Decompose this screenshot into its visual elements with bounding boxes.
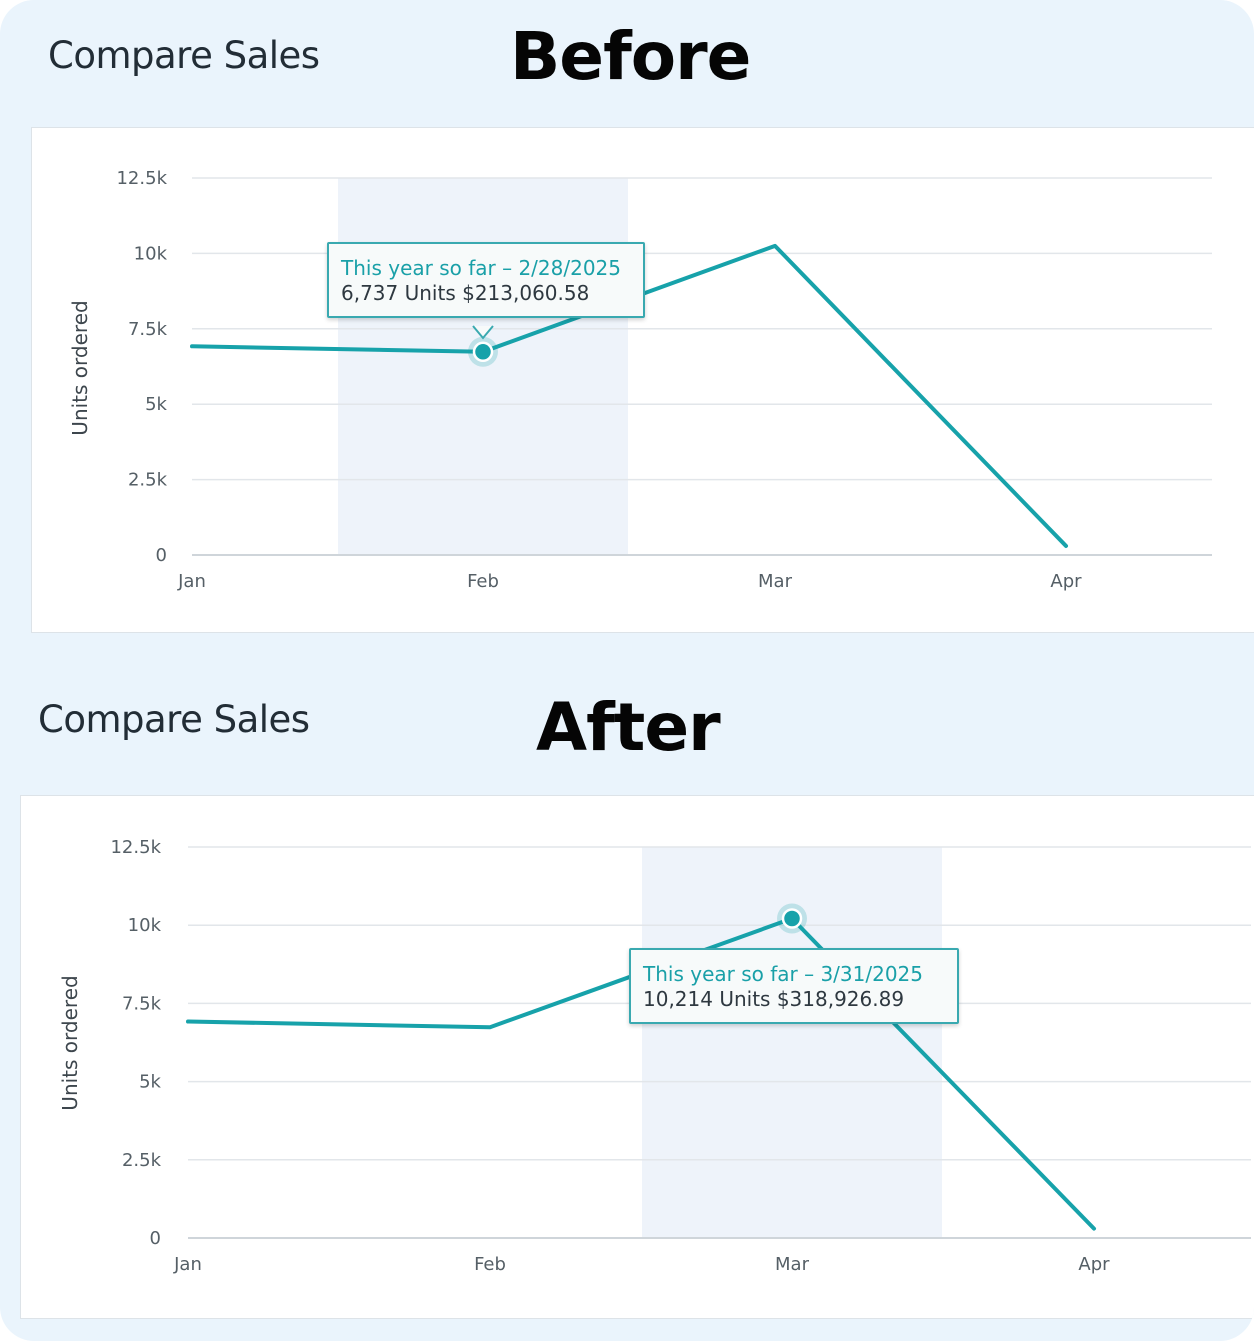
y-tick-label: 2.5k: [122, 1150, 162, 1171]
chart-panel-after: 0 2.5k 5k 7.5k 10k 12.5k Jan Feb Mar Apr Units ord…: [20, 795, 1254, 1319]
section-heading: Compare Sales: [38, 698, 310, 741]
x-tick-label: Feb: [467, 571, 499, 592]
tooltip-value: 10,214 Units $318,926.89: [643, 987, 905, 1011]
y-tick-label: 5k: [139, 1072, 161, 1093]
before-label: Before: [510, 18, 751, 95]
line-chart-before: 0 2.5k 5k 7.5k 10k 12.5k Jan Feb Mar Apr Units ord…: [68, 168, 1212, 592]
x-tick-label: Jan: [177, 571, 206, 592]
chart-tooltip: This year so far – 3/31/2025 10,214 Unit…: [629, 948, 959, 1024]
x-tick-label: Mar: [758, 571, 793, 592]
x-tick-label: Feb: [474, 1254, 506, 1275]
y-axis-label: Units ordered: [58, 975, 82, 1110]
before-section: Compare Sales Before 0 2.5k 5k 7.5k 10k 12.5k…: [0, 0, 1254, 660]
x-tick-label: Jan: [173, 1254, 202, 1275]
line-chart-after: 0 2.5k 5k 7.5k 10k 12.5k Jan Feb Mar Apr Units ord…: [58, 837, 1251, 1275]
y-tick-label: 2.5k: [128, 470, 168, 491]
y-tick-label: 0: [150, 1228, 161, 1249]
y-tick-label: 7.5k: [128, 319, 168, 340]
y-tick-label: 12.5k: [116, 168, 167, 189]
y-tick-label: 10k: [134, 243, 168, 264]
tooltip-title: This year so far – 2/28/2025: [341, 256, 621, 280]
x-tick-label: Mar: [775, 1254, 810, 1275]
y-tick-label: 10k: [128, 915, 162, 936]
x-tick-label: Apr: [1050, 571, 1082, 592]
x-tick-label: Apr: [1078, 1254, 1110, 1275]
y-axis-label: Units ordered: [68, 300, 92, 435]
tooltip-pointer: [472, 325, 494, 340]
y-tick-label: 0: [156, 545, 167, 566]
tooltip-title: This year so far – 3/31/2025: [643, 962, 923, 986]
y-tick-label: 5k: [145, 394, 167, 415]
after-label: After: [536, 689, 721, 766]
data-point: [781, 908, 803, 929]
chart-panel-before: 0 2.5k 5k 7.5k 10k 12.5k Jan Feb Mar Apr Units ord…: [31, 127, 1254, 633]
data-point: [472, 341, 494, 363]
y-tick-label: 12.5k: [110, 837, 161, 858]
chart-tooltip: This year so far – 2/28/2025 6,737 Units…: [327, 242, 645, 318]
y-tick-label: 7.5k: [122, 993, 162, 1014]
tooltip-value: 6,737 Units $213,060.58: [341, 281, 590, 305]
section-heading: Compare Sales: [48, 34, 320, 77]
highlight-band: [338, 178, 628, 555]
after-section: Compare Sales After 0 2.5k 5k 7.5k 10k 12.5k J…: [0, 665, 1254, 1341]
